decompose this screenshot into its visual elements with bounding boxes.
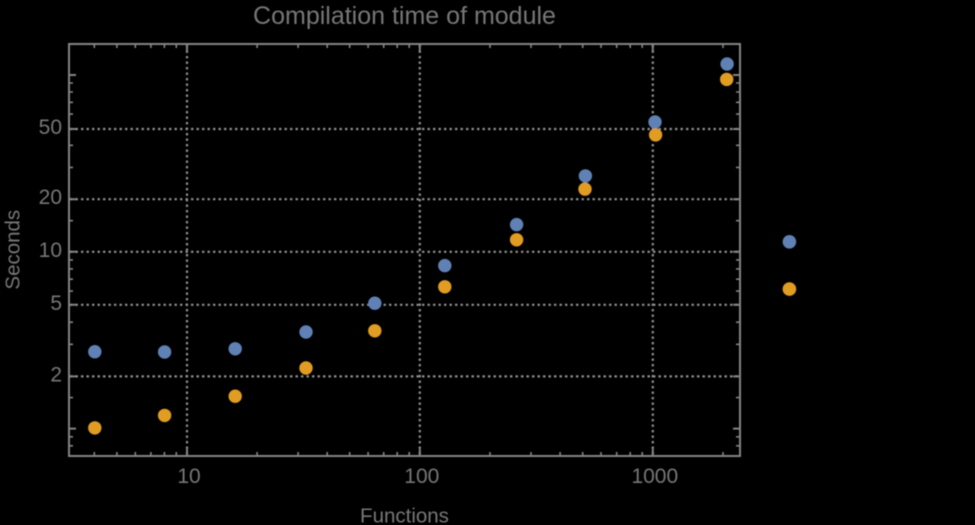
svg-text:1000: 1000 [631, 465, 678, 488]
svg-text:Compilation time of module: Compilation time of module [253, 2, 556, 30]
svg-text:Seconds: Seconds [2, 210, 25, 290]
svg-text:10: 10 [177, 465, 200, 488]
svg-text:5: 5 [50, 292, 62, 315]
svg-text:100: 100 [404, 465, 439, 488]
svg-text:2: 2 [50, 363, 62, 386]
svg-text:10: 10 [39, 239, 62, 262]
svg-text:Functions: Functions [360, 505, 449, 525]
svg-text:50: 50 [39, 116, 62, 139]
svg-text:20: 20 [39, 186, 62, 209]
